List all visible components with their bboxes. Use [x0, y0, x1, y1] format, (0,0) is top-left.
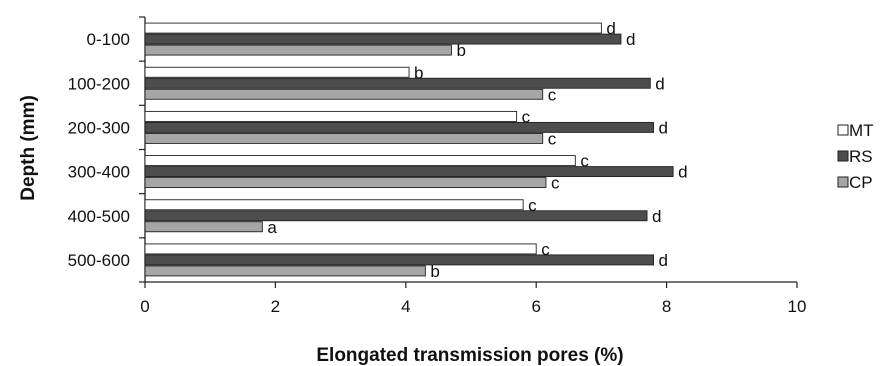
- x-tick-label: 2: [271, 297, 280, 316]
- bar-data-label: a: [267, 218, 277, 237]
- y-tick-label: 0-100: [87, 30, 130, 49]
- bar-cp: [144, 88, 544, 100]
- bar-mt: [144, 199, 524, 211]
- x-axis-title: Elongated transmission pores (%): [316, 345, 623, 366]
- y-axis-title: Depth (mm): [18, 95, 39, 201]
- bar-data-label: d: [655, 74, 664, 93]
- bar-data-label: c: [528, 196, 537, 215]
- bar-cp: [144, 177, 547, 189]
- bar-data-label: b: [430, 262, 439, 281]
- bar-data-label: d: [626, 30, 635, 49]
- bar-rs: [144, 210, 648, 222]
- y-tick-labels: 0-100 100-200 200-300 300-400 400-500 500-600: [68, 30, 130, 270]
- bar-rs: [144, 121, 655, 133]
- plot-area: [139, 16, 798, 288]
- bar-rs: [144, 166, 674, 178]
- bar-rs: [144, 254, 655, 266]
- legend-label: MT: [849, 121, 874, 140]
- bar-data-label: d: [606, 19, 615, 38]
- bars: [144, 22, 674, 277]
- bar-data-label: d: [659, 251, 668, 270]
- bar-data-label: c: [548, 85, 557, 104]
- legend-label: CP: [849, 173, 873, 192]
- x-tick-labels: 0 2 4 6 8 10: [140, 297, 806, 316]
- bar-mt: [144, 110, 518, 122]
- bar-mt: [144, 66, 410, 78]
- bar-data-label: c: [548, 129, 557, 148]
- x-tick-label: 4: [401, 297, 410, 316]
- bar-rs: [144, 77, 651, 89]
- bar-mt: [144, 243, 537, 255]
- legend: MT RS CP: [837, 121, 874, 192]
- y-tick-label: 200-300: [68, 118, 130, 137]
- x-tick-label: 8: [662, 297, 671, 316]
- bar-mt: [144, 22, 602, 34]
- legend-label: RS: [849, 147, 873, 166]
- legend-swatch-cp: [837, 176, 849, 188]
- legend-swatch-mt: [837, 124, 849, 136]
- bar-cp: [144, 265, 426, 277]
- bar-cp: [144, 44, 452, 56]
- bar-mt: [144, 155, 576, 167]
- bar-data-label: c: [541, 240, 550, 259]
- bar-data-label: b: [414, 63, 423, 82]
- bar-cp: [144, 221, 263, 233]
- x-tick-label: 6: [531, 297, 540, 316]
- bar-data-label: c: [580, 152, 589, 171]
- y-tick-label: 500-600: [68, 251, 130, 270]
- bar-data-label: b: [456, 41, 465, 60]
- bar-cp: [144, 132, 544, 144]
- bar-data-label: d: [659, 118, 668, 137]
- legend-swatch-rs: [837, 150, 849, 162]
- x-tick-label: 10: [788, 297, 807, 316]
- bar-data-label: d: [652, 207, 661, 226]
- y-tick-label: 300-400: [68, 163, 130, 182]
- y-tick-label: 100-200: [68, 74, 130, 93]
- bar-data-label: d: [678, 163, 687, 182]
- bar-data-label: c: [551, 174, 560, 193]
- bar-rs: [144, 33, 622, 45]
- y-tick-label: 400-500: [68, 207, 130, 226]
- x-tick-label: 0: [140, 297, 149, 316]
- bar-data-label: c: [522, 107, 531, 126]
